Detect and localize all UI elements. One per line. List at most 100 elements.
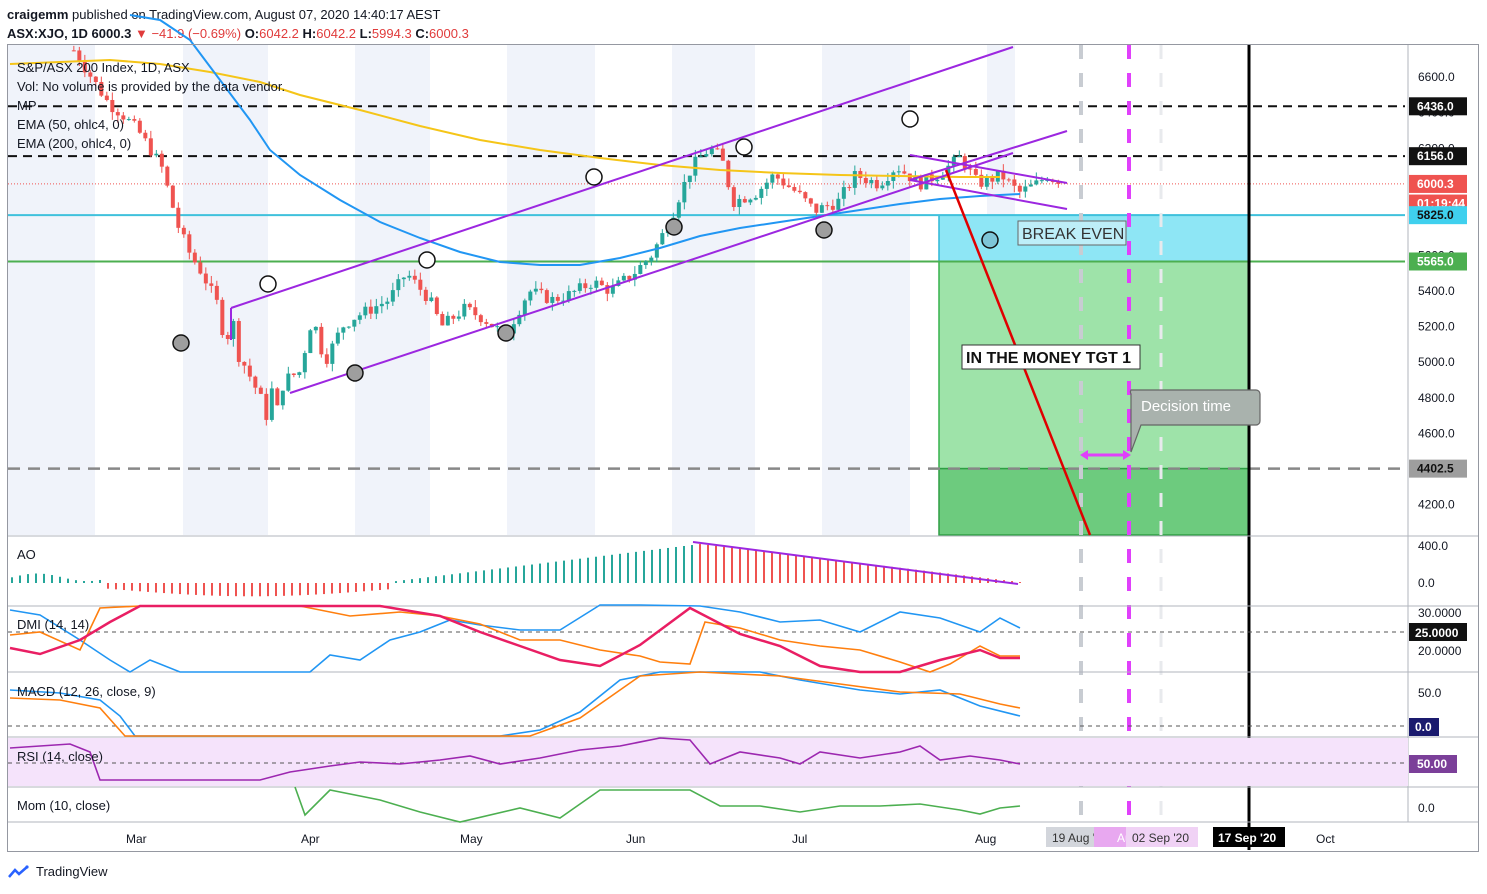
symbol-header: ASX:XJO, 1D 6000.3 ▼ −41.9 (−0.69%) O:60… — [7, 26, 469, 41]
candle-body-82 — [522, 300, 527, 315]
candle-body-3 — [88, 72, 93, 77]
last-price: 6000.3 — [91, 26, 132, 41]
candle-body-101 — [627, 275, 632, 280]
open-label: O: — [244, 26, 260, 41]
candle-body-138 — [830, 205, 835, 210]
candle-body-88 — [555, 296, 560, 301]
candle-body-134 — [808, 198, 813, 204]
candle-body-175 — [1034, 180, 1039, 185]
tradingview-brand[interactable]: TradingView — [8, 864, 108, 879]
candle-body-71 — [462, 303, 467, 317]
candle-body-129 — [781, 178, 786, 186]
price-label-bg-2 — [1409, 174, 1467, 193]
candle-body-29 — [231, 321, 236, 339]
macd-tick-0: 50.0 — [1418, 686, 1442, 700]
candle-body-157 — [935, 179, 940, 182]
session-band-0 — [8, 45, 95, 535]
candle-body-47 — [330, 343, 335, 364]
legend-ema50: EMA (50, ohlc4, 0) — [17, 117, 124, 132]
candle-body-128 — [775, 174, 780, 179]
decision-span-right-icon — [1123, 450, 1131, 460]
publisher-name[interactable]: craigemm — [7, 7, 69, 22]
legend-mp: MP — [17, 98, 37, 113]
price-tick-12: 4200.0 — [1418, 498, 1455, 512]
candle-body-167 — [990, 176, 995, 182]
price-label-1: 6156.0 — [1417, 149, 1454, 163]
candle-body-72 — [467, 303, 472, 308]
adx-line — [9, 604, 1020, 674]
candle-body-45 — [319, 326, 324, 355]
candle-body-10 — [126, 119, 131, 121]
candle-body-111 — [682, 181, 687, 203]
candle-body-94 — [588, 287, 593, 289]
candle-body-122 — [742, 198, 747, 203]
decision-time-label: Decision time — [1141, 398, 1231, 415]
candle-body-56 — [379, 303, 384, 307]
candle-body-52 — [357, 315, 362, 320]
candle-body-22 — [192, 252, 197, 263]
dmi-tick-1: 20.0000 — [1418, 644, 1462, 658]
candle-body-85 — [539, 288, 544, 291]
swing-marker-4 — [497, 324, 515, 342]
candle-body-63 — [418, 279, 423, 290]
candle-body-55 — [374, 306, 379, 314]
candle-body-70 — [456, 316, 461, 319]
candle-body-28 — [225, 335, 230, 339]
wedge-upper — [909, 154, 1068, 184]
candle-body-51 — [352, 319, 357, 327]
candle-body-113 — [693, 156, 698, 176]
candle-body-21 — [187, 234, 192, 253]
candle-body-120 — [731, 187, 736, 208]
candle-body-158 — [940, 175, 945, 180]
price-label-bg-1 — [1409, 147, 1467, 166]
candle-body-80 — [511, 324, 516, 334]
candle-body-117 — [715, 148, 720, 150]
candle-body-141 — [847, 187, 852, 189]
candle-body-136 — [819, 205, 824, 213]
candle-body-59 — [396, 279, 401, 291]
candle-body-61 — [407, 275, 412, 278]
candle-body-100 — [621, 275, 626, 281]
candle-body-174 — [1028, 184, 1033, 187]
candle-body-119 — [726, 160, 731, 188]
candle-body-91 — [572, 290, 577, 292]
published-text: published on TradingView.com, August 07,… — [72, 7, 441, 22]
candle-body-172 — [1017, 185, 1022, 192]
change-down-icon: ▼ — [134, 26, 148, 41]
price-label-bg-6 — [1409, 459, 1467, 478]
high-label: H: — [302, 26, 317, 41]
candle-body-64 — [423, 289, 428, 302]
candle-body-112 — [687, 175, 692, 182]
macd-level-label-bg — [1409, 718, 1439, 736]
time-tick-1: Apr — [301, 832, 320, 846]
candle-body-54 — [368, 306, 373, 314]
time-tick-0: Mar — [126, 832, 147, 846]
swing-marker-1 — [259, 275, 277, 293]
candle-body-126 — [764, 182, 769, 189]
candle-body-15 — [154, 153, 159, 156]
candle-body-92 — [577, 283, 582, 291]
dmi-tick-0: 30.0000 — [1418, 606, 1462, 620]
legend-ema200: EMA (200, ohlc4, 0) — [17, 136, 132, 151]
swing-marker-0 — [172, 334, 190, 352]
candle-body-103 — [638, 265, 643, 274]
candle-body-179 — [1056, 181, 1061, 184]
candle-body-107 — [660, 233, 665, 245]
candle-body-90 — [566, 291, 571, 301]
decision-callout — [1129, 389, 1261, 453]
candle-body-43 — [308, 330, 313, 354]
swing-marker-10 — [981, 231, 999, 249]
legend-volume: Vol: No volume is provided by the data v… — [17, 79, 286, 94]
candle-body-12 — [137, 120, 142, 133]
date-label-02sep: 02 Sep '20 — [1132, 831, 1189, 845]
candle-body-19 — [176, 207, 181, 228]
candle-body-35 — [264, 393, 269, 420]
candle-body-173 — [1023, 186, 1028, 192]
candle-body-132 — [797, 190, 802, 193]
candle-body-159 — [946, 165, 951, 176]
candle-body-160 — [951, 156, 956, 166]
candle-body-32 — [247, 365, 252, 377]
candle-body-133 — [803, 192, 808, 199]
candle-body-81 — [517, 314, 522, 325]
